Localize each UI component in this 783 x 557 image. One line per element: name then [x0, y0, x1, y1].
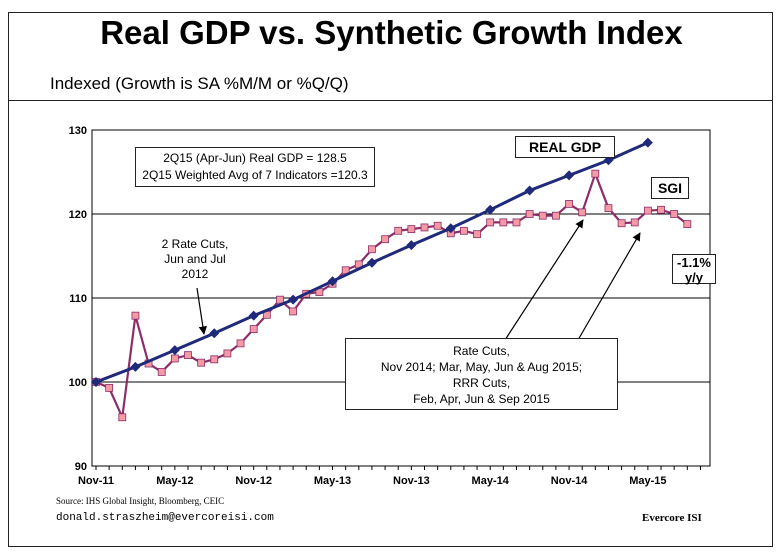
sgi-point [118, 413, 127, 422]
sgi-point [394, 226, 403, 235]
sgi-point [630, 218, 639, 227]
stats-line-2: 2Q15 Weighted Avg of 7 Indicators =120.3 [142, 168, 368, 182]
real-gdp-point [130, 361, 141, 372]
sgi-point [670, 210, 679, 218]
stats-line-1: 2Q15 (Apr-Jun) Real GDP = 128.5 [163, 151, 347, 165]
sgi-point [538, 211, 547, 220]
real-gdp-point [209, 328, 220, 339]
series-layer [91, 137, 692, 422]
sgi-point [157, 368, 166, 376]
sgi-point [617, 219, 626, 228]
sgi-point [276, 295, 284, 304]
sgi-point [604, 204, 613, 213]
real-gdp-point [485, 204, 496, 215]
y-tick-label: 110 [69, 293, 87, 305]
rate-cuts-2012-line-1: 2 Rate Cuts, [161, 237, 229, 251]
chart-title: Real GDP vs. Synthetic Growth Index [100, 14, 683, 51]
chart-subtitle: Indexed (Growth is SA %M/M or %Q/Q) [50, 74, 349, 93]
sgi-point [460, 226, 468, 235]
contact-email: donald.straszheim@evercoreisi.com [56, 512, 274, 524]
plot-area-border [91, 129, 711, 467]
series-line-sgi [95, 170, 688, 422]
sgi-point [381, 235, 389, 244]
real-gdp-point [366, 257, 377, 268]
x-tick-label: Nov-12 [235, 475, 272, 487]
x-tick-label: May-12 [156, 475, 193, 487]
brand-logo-text: Evercore ISI [642, 512, 702, 524]
source-note: Source: IHS Global Insight, Bloomberg, C… [56, 496, 225, 506]
sgi-point [223, 349, 232, 358]
x-tick-label: Nov-11 [78, 475, 114, 487]
sgi-point [683, 220, 692, 228]
sgi-point [368, 245, 376, 254]
rate-cuts-2015-line-3: RRR Cuts, [452, 376, 511, 390]
sgi-point [433, 221, 442, 230]
yoy-change-box: -1.1% y/y [672, 254, 716, 285]
sgi-point [289, 307, 298, 316]
real-gdp-point [327, 276, 338, 287]
y-tick-label: 90 [75, 461, 87, 473]
sgi-point [565, 200, 573, 208]
y-tick-label: 130 [69, 125, 87, 137]
stats-annotation-box: 2Q15 (Apr-Jun) Real GDP = 128.5 2Q15 Wei… [135, 147, 375, 187]
rate-cuts-2012-annotation: 2 Rate Cuts, Jun and Jul 2012 [133, 237, 257, 282]
rate-cuts-2015-line-1: Rate Cuts, [453, 344, 510, 358]
sgi-point [473, 230, 481, 239]
x-tick-label: May-15 [629, 475, 666, 487]
sgi-point [210, 355, 219, 364]
y-tick-label: 100 [69, 377, 87, 389]
real-gdp-point [524, 185, 535, 196]
sgi-point [643, 206, 652, 215]
real-gdp-point [642, 137, 653, 148]
sgi-point [657, 205, 665, 214]
chart-frame [8, 12, 773, 547]
sgi-point [197, 358, 206, 367]
sgi-point [578, 208, 587, 217]
y-tick-label: 120 [69, 209, 87, 221]
sgi-point [407, 225, 416, 234]
sgi-point [525, 210, 534, 218]
axis-layer: 90 100 110 120 130 Nov-11 May-12 Nov-12 May-13 No… [69, 125, 711, 487]
real-gdp-point [91, 377, 101, 387]
legend-label-real-gdp: REAL GDP [515, 136, 615, 158]
sgi-point [170, 354, 179, 363]
legend-label-sgi: SGI [651, 177, 689, 199]
sgi-point [552, 211, 560, 220]
sgi-point [420, 223, 429, 232]
rate-cuts-2015-line-2: Nov 2014; Mar, May, Jun & Aug 2015; [380, 360, 583, 374]
yoy-change-label: y/y [684, 270, 704, 285]
yoy-change-value: -1.1% [677, 255, 711, 270]
real-gdp-point [169, 345, 180, 356]
arrow-2014-rate-cuts [504, 219, 584, 341]
x-tick-label: Nov-14 [551, 475, 589, 487]
arrow-2012-rate-cuts [196, 287, 208, 335]
rate-cuts-2015-line-4: Feb, Apr, Jun & Sep 2015 [413, 392, 550, 406]
sgi-point [131, 311, 140, 320]
sgi-point [486, 218, 495, 227]
x-tick-label: May-13 [314, 475, 351, 487]
sgi-point [499, 218, 508, 227]
sgi-point [512, 218, 521, 227]
sgi-point [249, 325, 258, 333]
sgi-point [184, 351, 192, 360]
x-tick-label: May-14 [472, 475, 510, 487]
real-gdp-point [406, 240, 417, 251]
real-gdp-point [564, 170, 575, 181]
arrow-2015-rate-cuts [577, 232, 641, 341]
real-gdp-point [288, 294, 299, 305]
title-divider [9, 100, 772, 101]
arrow-layer [196, 219, 641, 341]
sgi-point [236, 339, 245, 348]
real-gdp-point [445, 223, 456, 234]
real-gdp-point [248, 310, 259, 321]
sgi-point [591, 169, 600, 178]
x-tick-label: Nov-13 [393, 475, 430, 487]
rate-cuts-2012-line-2: Jun and Jul [164, 252, 226, 266]
rate-cuts-2015-annotation-box: Rate Cuts, Nov 2014; Mar, May, Jun & Aug… [345, 338, 618, 410]
rate-cuts-2012-line-3: 2012 [181, 267, 209, 281]
sgi-point [105, 383, 114, 392]
